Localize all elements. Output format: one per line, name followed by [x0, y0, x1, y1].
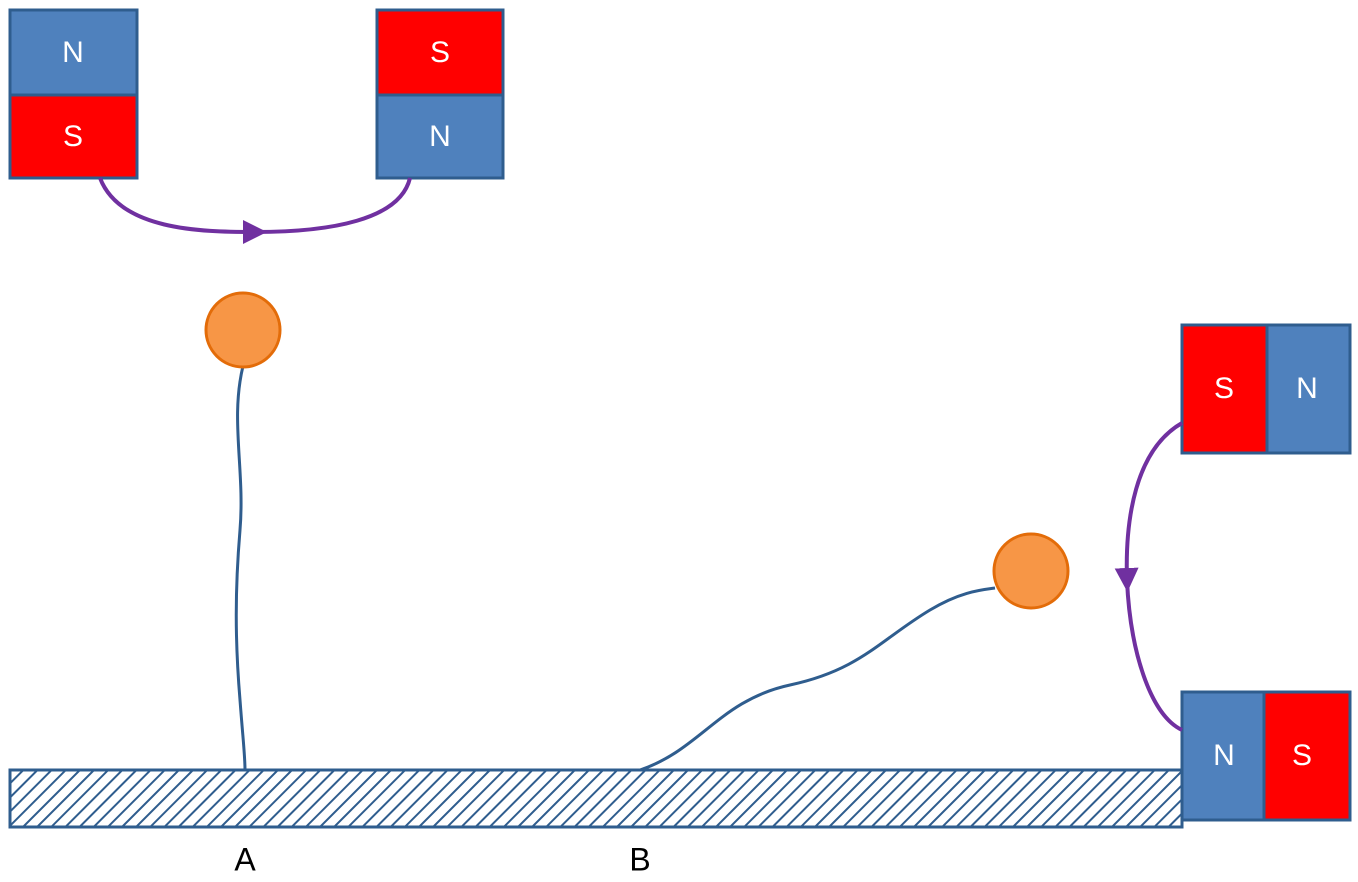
- magnet: S N: [1182, 325, 1350, 453]
- pole-label: N: [429, 120, 451, 153]
- field-line: [1127, 580, 1182, 730]
- field-line: [255, 178, 410, 232]
- base-bar: [10, 770, 1182, 827]
- magnet: N S: [10, 10, 137, 178]
- ball: [206, 293, 280, 367]
- pole-label: S: [1292, 739, 1312, 772]
- magnet: N S: [1182, 692, 1350, 820]
- magnet: S N: [377, 10, 503, 178]
- pole-label: N: [1213, 739, 1235, 772]
- field-arrow: [1127, 423, 1182, 580]
- point-label: B: [629, 841, 650, 877]
- pole-label: N: [1296, 372, 1318, 405]
- point-label: A: [234, 841, 256, 877]
- string: [236, 366, 245, 770]
- field-arrow: [100, 178, 255, 232]
- string: [640, 588, 995, 770]
- pole-label: S: [1214, 372, 1234, 405]
- pole-label: N: [62, 36, 84, 69]
- ball: [994, 534, 1068, 608]
- pole-label: S: [430, 36, 450, 69]
- diagram: N S S N S N N S A B: [0, 0, 1358, 882]
- pole-label: S: [63, 120, 83, 153]
